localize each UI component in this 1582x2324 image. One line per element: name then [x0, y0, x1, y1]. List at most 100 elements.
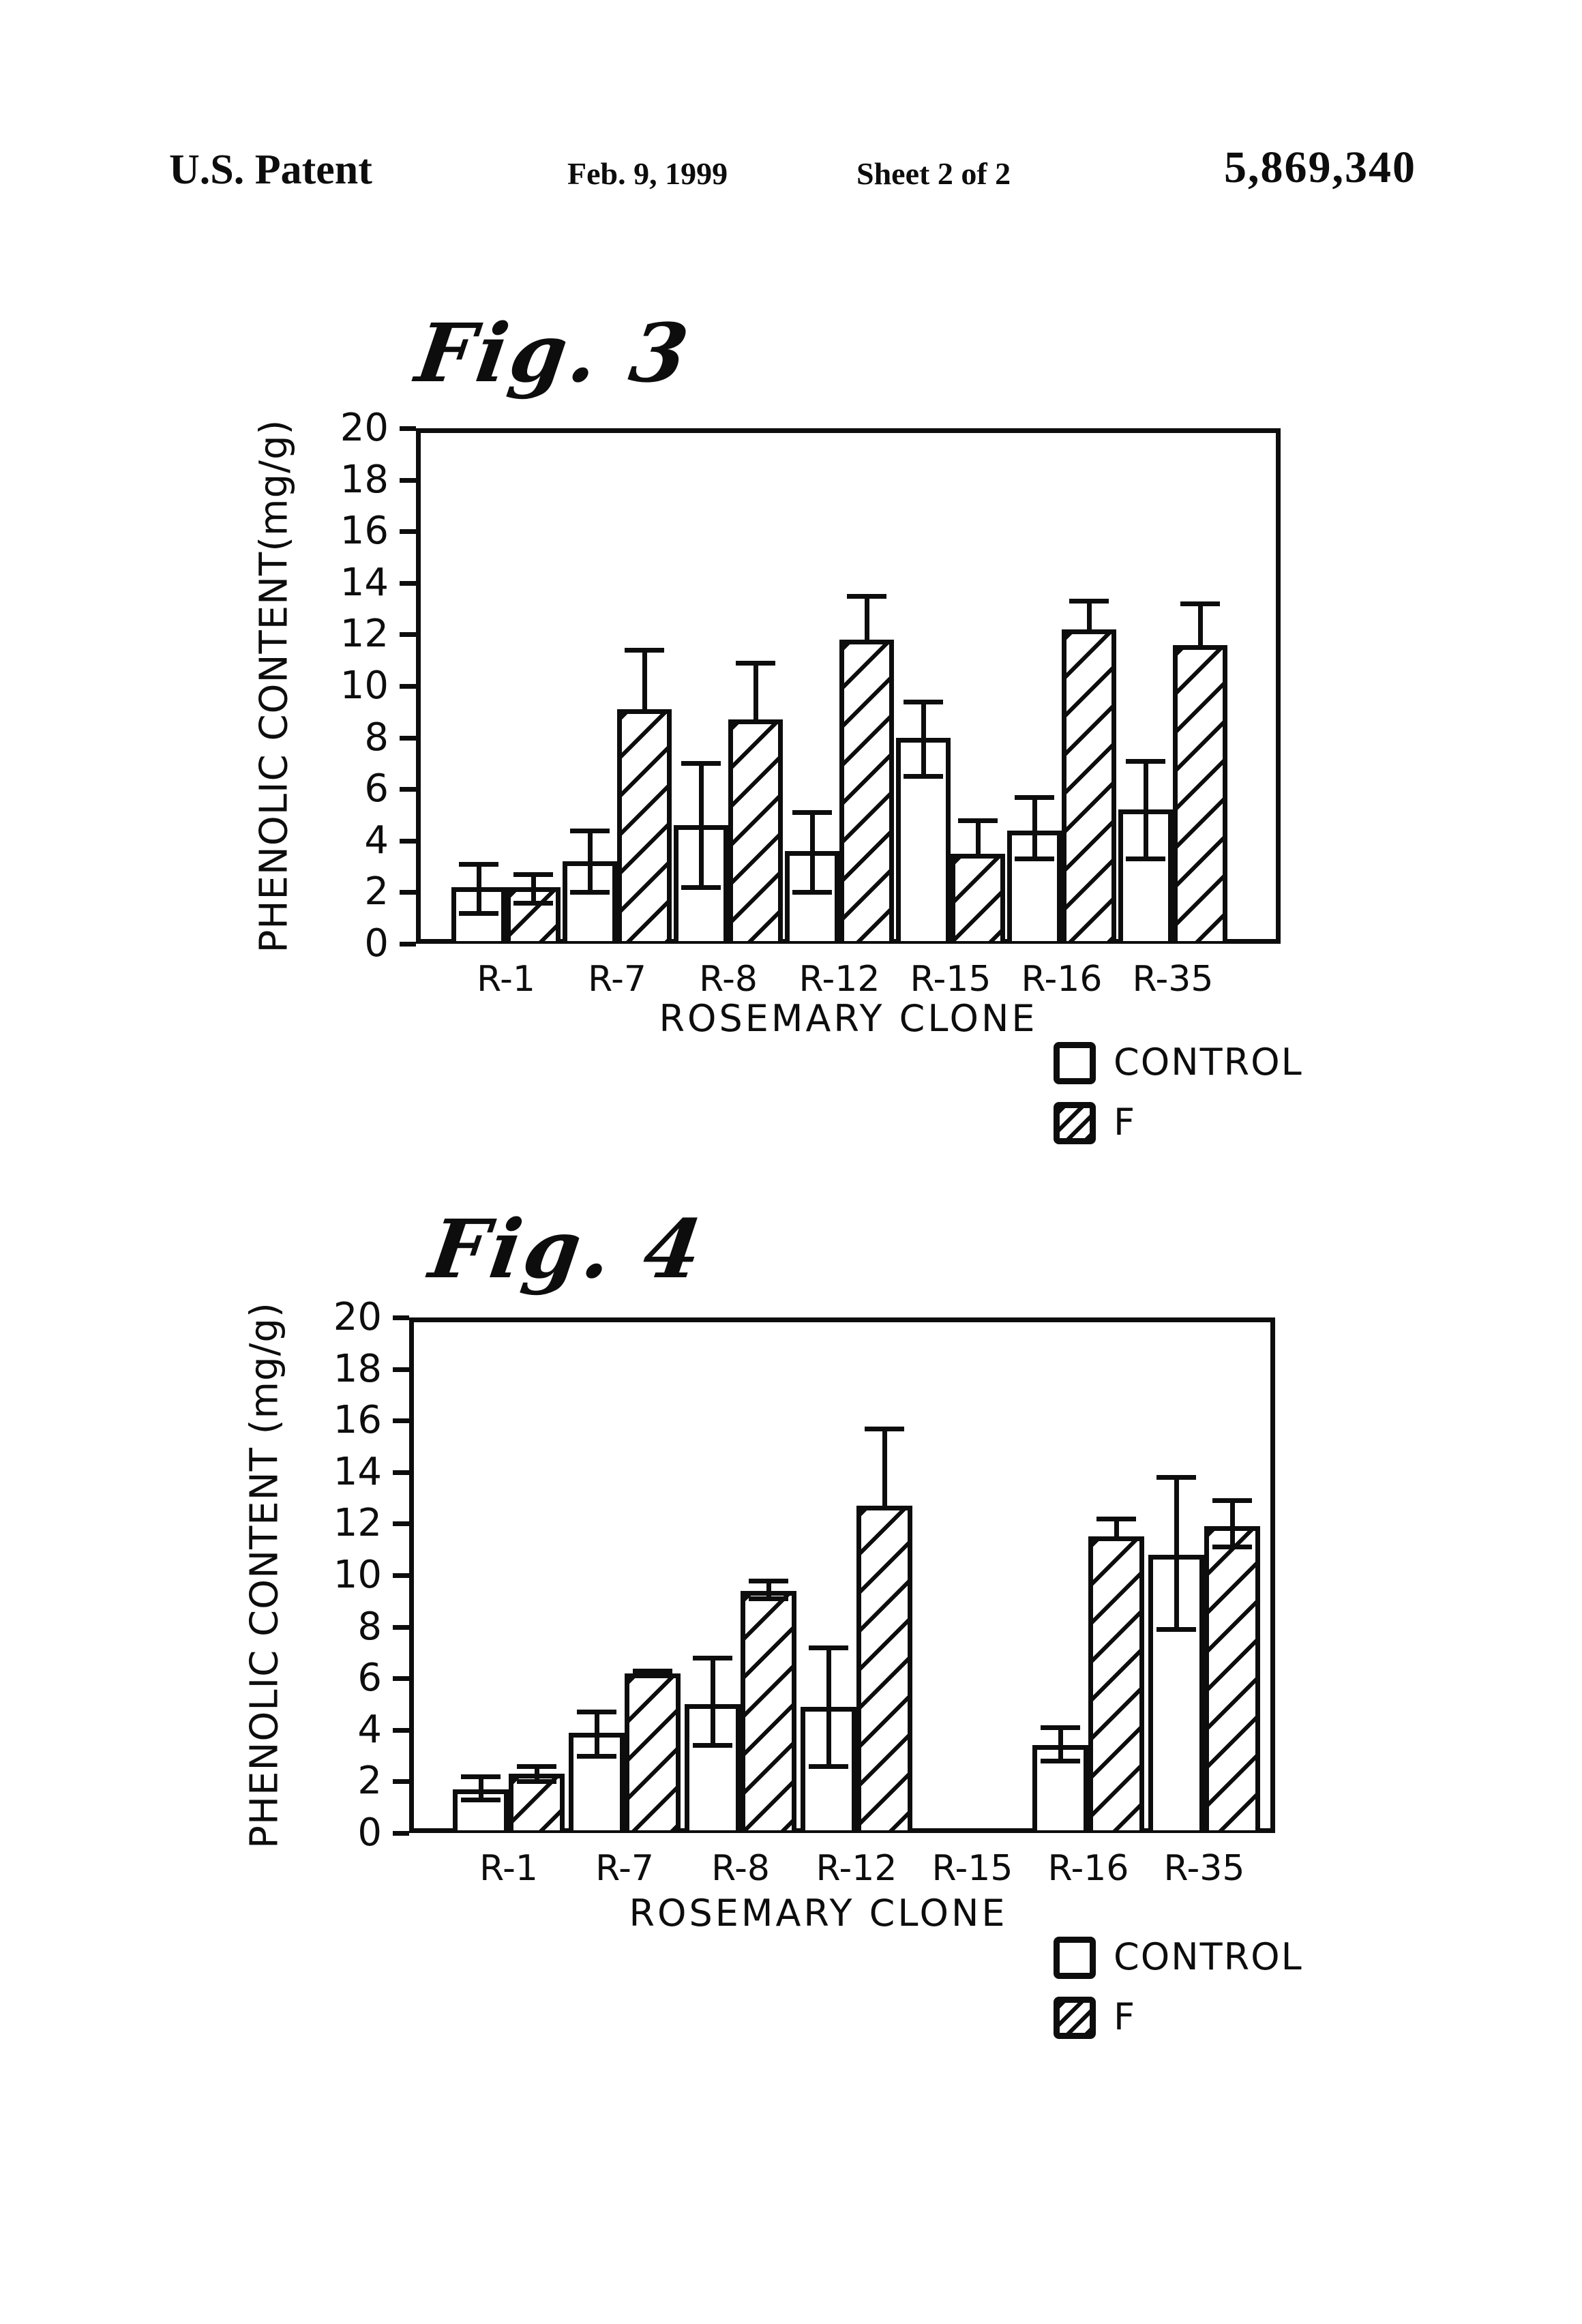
error-bar-cap-top — [749, 1578, 788, 1583]
error-bar — [1198, 604, 1203, 645]
y-axis-tick — [393, 1573, 409, 1578]
error-bar — [531, 874, 536, 903]
patent-title: U.S. Patent — [169, 147, 372, 193]
error-bar-cap-top — [1096, 1516, 1136, 1521]
error-bar-cap-top — [570, 828, 610, 833]
y-axis-tick — [393, 1418, 409, 1424]
error-bar-cap-bottom — [792, 890, 832, 895]
error-bar-cap-top — [517, 1763, 556, 1769]
y-axis-tick — [393, 1727, 409, 1733]
error-bar-cap-top — [847, 593, 886, 599]
error-bar-cap-top — [736, 660, 775, 666]
error-bar — [1087, 601, 1092, 629]
sheet-number: Sheet 2 of 2 — [856, 156, 1011, 191]
legend-entry-control: CONTROL — [1054, 1935, 1340, 1979]
bar-f-R-16 — [1088, 1536, 1144, 1830]
error-bar-cap-bottom — [749, 1596, 788, 1602]
y-axis-tick — [393, 1521, 409, 1527]
y-axis-tick-label: 8 — [364, 715, 389, 760]
legend-label: F — [1114, 1101, 1137, 1144]
error-bar-cap-top — [513, 872, 553, 877]
error-bar-cap-top — [792, 810, 832, 816]
error-bar-cap-top — [1156, 1475, 1196, 1480]
error-bar-cap-bottom — [517, 1779, 556, 1785]
error-bar — [711, 1657, 715, 1746]
y-axis-tick-label: 2 — [364, 869, 389, 914]
error-bar-cap-top — [459, 861, 498, 867]
y-axis-tick — [393, 1367, 409, 1372]
legend-label: CONTROL — [1114, 1041, 1303, 1084]
bar-f-R-12 — [856, 1505, 912, 1830]
bar-f-R-12 — [839, 639, 894, 941]
x-axis-category-label: R-35 — [1132, 959, 1214, 1000]
y-axis-tick — [400, 426, 416, 431]
hatched-swatch-icon — [1054, 1997, 1096, 2039]
error-bar-cap-bottom — [1041, 1759, 1080, 1764]
bar-f-R-35 — [1204, 1526, 1260, 1830]
error-bar-cap-top — [809, 1645, 848, 1650]
error-bar-cap-bottom — [633, 1673, 672, 1679]
error-bar-cap-bottom — [461, 1797, 501, 1802]
error-bar — [865, 595, 869, 640]
y-axis-tick — [393, 1831, 409, 1836]
error-bar-cap-top — [1180, 601, 1220, 607]
x-axis-title: ROSEMARY CLONE — [659, 997, 1038, 1040]
error-bar — [1032, 796, 1037, 859]
error-bar — [921, 701, 926, 777]
y-axis-tick — [400, 632, 416, 638]
error-bar-cap-top — [1212, 1498, 1252, 1504]
y-axis-tick-label: 14 — [333, 1449, 382, 1494]
error-bar — [642, 650, 647, 710]
error-bar-cap-top — [693, 1655, 732, 1660]
error-bar — [699, 763, 704, 887]
y-axis-tick — [400, 787, 416, 792]
error-bar-cap-top — [958, 818, 998, 823]
y-axis-tick — [393, 1624, 409, 1630]
error-bar-cap-bottom — [577, 1753, 616, 1759]
y-axis-tick — [400, 684, 416, 689]
y-axis-tick — [393, 1315, 409, 1320]
patent-number: 5,869,340 — [1224, 143, 1416, 192]
y-axis-tick-label: 12 — [333, 1501, 382, 1546]
error-bar — [1058, 1727, 1063, 1761]
bar-f-R-8 — [728, 719, 783, 941]
y-axis-tick — [393, 1676, 409, 1682]
error-bar-cap-bottom — [1156, 1627, 1196, 1633]
error-bar-cap-bottom — [570, 890, 610, 895]
bar-f-R-8 — [741, 1590, 796, 1830]
error-bar-cap-bottom — [693, 1743, 732, 1748]
error-bar-cap-bottom — [513, 900, 553, 906]
y-axis-tick-label: 6 — [357, 1656, 382, 1701]
bar-f-R-7 — [617, 709, 672, 941]
y-axis-tick — [400, 942, 416, 947]
legend-entry-f: F — [1054, 1101, 1340, 1144]
error-bar-cap-top — [1015, 794, 1054, 800]
error-bar — [1114, 1518, 1119, 1537]
open-swatch-icon — [1054, 1042, 1096, 1084]
error-bar — [588, 830, 593, 893]
legend-label: CONTROL — [1114, 1935, 1303, 1978]
y-axis-tick — [400, 838, 416, 844]
bar-f-R-15 — [951, 853, 1005, 941]
error-bar-cap-top — [865, 1426, 904, 1431]
error-bar — [1144, 760, 1148, 859]
y-axis-tick-label: 6 — [364, 766, 389, 811]
y-axis-tick-label: 20 — [340, 406, 389, 450]
x-axis-category-label: R-16 — [1047, 1848, 1129, 1889]
y-axis-tick-label: 0 — [364, 921, 389, 966]
error-bar — [1230, 1500, 1235, 1547]
error-bar-cap-top — [904, 699, 943, 704]
error-bar — [882, 1428, 887, 1506]
bar-f-R-16 — [1062, 629, 1116, 941]
legend-label: F — [1114, 1995, 1137, 2038]
error-bar — [976, 820, 981, 854]
y-axis-tick-label: 12 — [340, 612, 389, 657]
error-bar — [535, 1766, 539, 1782]
y-axis-tick-label: 10 — [340, 664, 389, 708]
error-bar-cap-bottom — [1212, 1545, 1252, 1550]
error-bar — [595, 1712, 599, 1756]
y-axis-tick — [400, 477, 416, 483]
x-axis-category-label: R-12 — [799, 959, 880, 1000]
error-bar — [1174, 1477, 1179, 1630]
